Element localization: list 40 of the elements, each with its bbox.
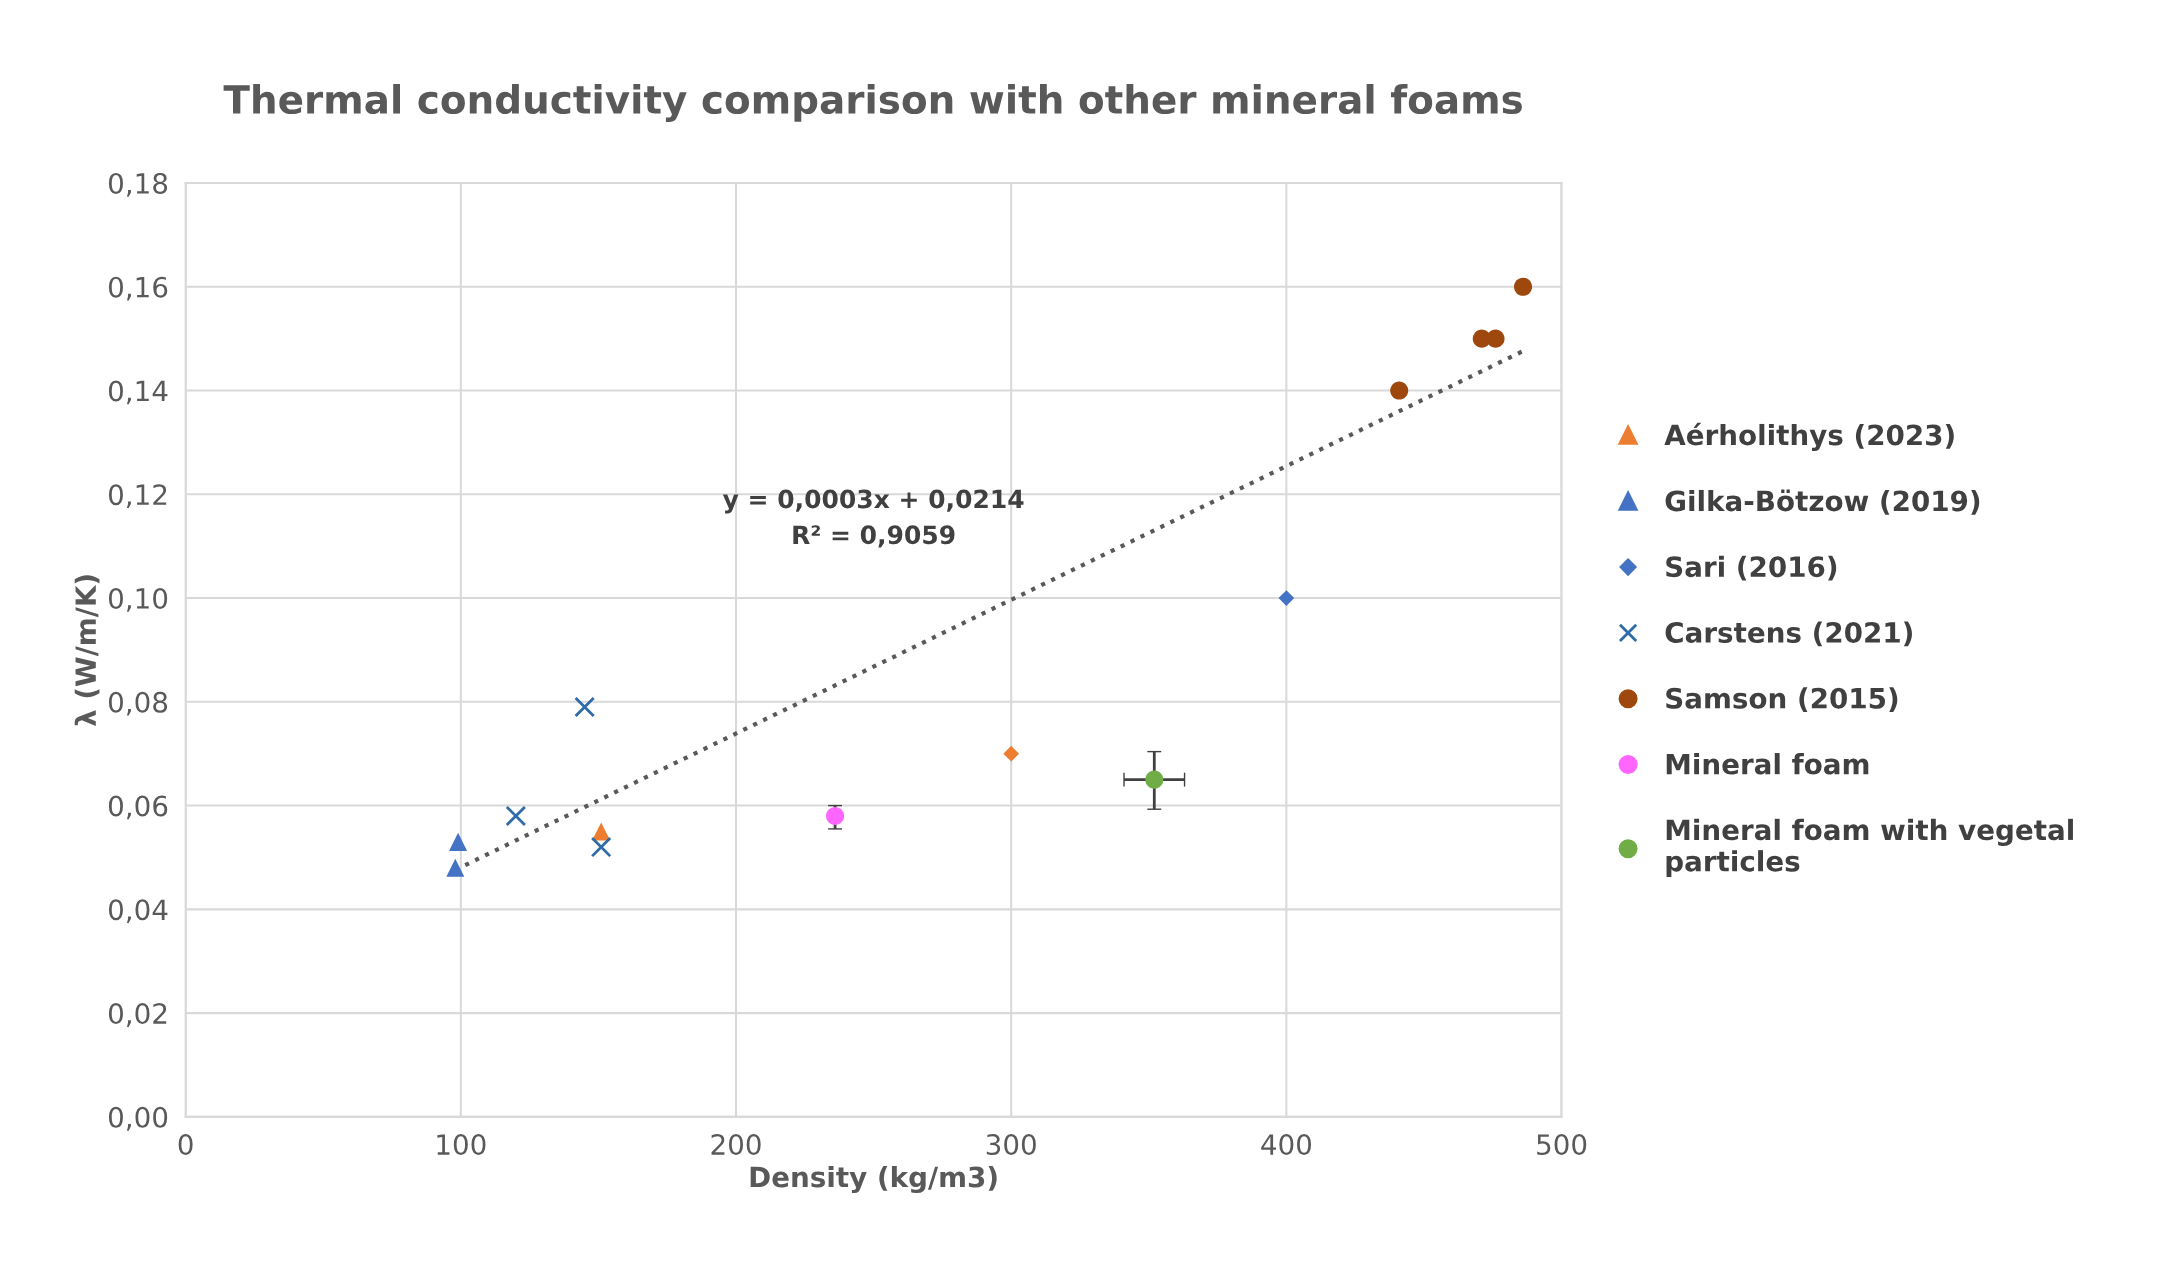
legend-label: Gilka-Bötzow (2019) [1665,489,1980,515]
point [1514,277,1533,296]
legend-label: Aérholithys (2023) [1664,422,1954,452]
point [574,696,596,718]
y-tick-label: 0,02 [108,1003,167,1027]
x-tick-label: 0 [178,1134,193,1156]
y-tick-label: 0,14 [108,380,168,405]
point [1003,745,1020,762]
point [446,858,465,877]
point [1145,770,1164,789]
x-axis-title: Density (kg/m3) [750,1165,997,1194]
point [449,832,468,851]
y-tick-label: 0,04 [108,899,168,924]
legend-label: Carstens (2021) [1665,621,1912,647]
x-tick-label: 500 [1537,1134,1587,1156]
y-tick-label: 0,10 [108,587,168,612]
x-tick-label: 400 [1261,1134,1312,1156]
point [1278,590,1295,606]
annotation: y = 0,0003x + 0,0214 R² = 0,9059 [722,489,1024,548]
chart-title: Thermal conductivity comparison with other mineral foams [223,84,1522,122]
y-tick-label: 0,06 [108,795,168,820]
legend-label: Sari (2016) [1666,555,1837,581]
x-tick-label: 100 [437,1134,486,1156]
y-tick-label: 0,08 [108,691,168,716]
x-tick-label: 200 [711,1134,761,1156]
point [826,806,845,825]
y-tick-label: 0,16 [108,276,168,301]
point [1390,381,1409,400]
point [1486,329,1505,348]
legend-label: Mineral foam with vegetal particles [1666,818,2073,878]
legend-label: Samson (2015) [1666,687,1898,713]
x-tick-label: 300 [986,1134,1036,1156]
point [505,805,527,827]
y-tick-label: 0,18 [108,172,168,197]
point [592,822,611,841]
point [590,836,612,858]
y-axis-title: λ (W/m/K) [74,575,100,727]
legend-label: Mineral foam [1666,753,1869,775]
y-tick-label: 0,12 [108,484,167,509]
y-tick-label: 0,00 [108,1106,168,1131]
